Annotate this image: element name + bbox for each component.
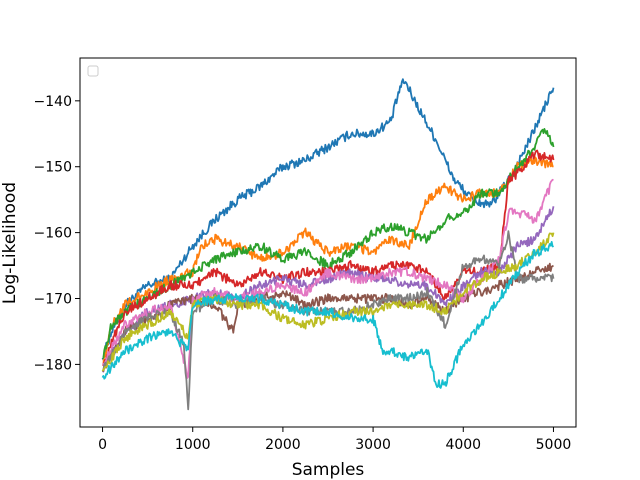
x-tick-label: 4000: [445, 437, 481, 453]
series-line-6: [102, 262, 554, 372]
x-tick-label: 5000: [536, 437, 572, 453]
y-tick-label: −150: [34, 160, 72, 176]
x-axis: 0 1000 2000 3000 4000 5000: [98, 427, 571, 453]
x-tick-label: 0: [98, 437, 107, 453]
y-tick-label: −170: [34, 292, 72, 308]
y-axis-label: Log-Likelihood: [0, 182, 20, 304]
series-line-5: [102, 206, 555, 373]
plot-frame: [79, 57, 577, 428]
series-line-9: [101, 232, 555, 372]
series-line-8: [101, 230, 555, 411]
y-axis: −180 −170 −160 −150 −140: [34, 94, 80, 373]
series-line-1: [101, 78, 555, 361]
y-tick-label: −140: [34, 94, 72, 110]
x-axis-label: Samples: [292, 460, 365, 480]
legend-box: [87, 65, 99, 77]
series-line-10: [101, 241, 555, 389]
x-tick-label: 2000: [265, 437, 301, 453]
y-tick-label: −180: [34, 357, 72, 373]
x-tick-label: 3000: [355, 437, 391, 453]
series-layer: [101, 78, 555, 411]
x-tick-label: 1000: [175, 437, 211, 453]
y-tick-label: −160: [34, 226, 72, 242]
series-line-3: [102, 128, 555, 359]
